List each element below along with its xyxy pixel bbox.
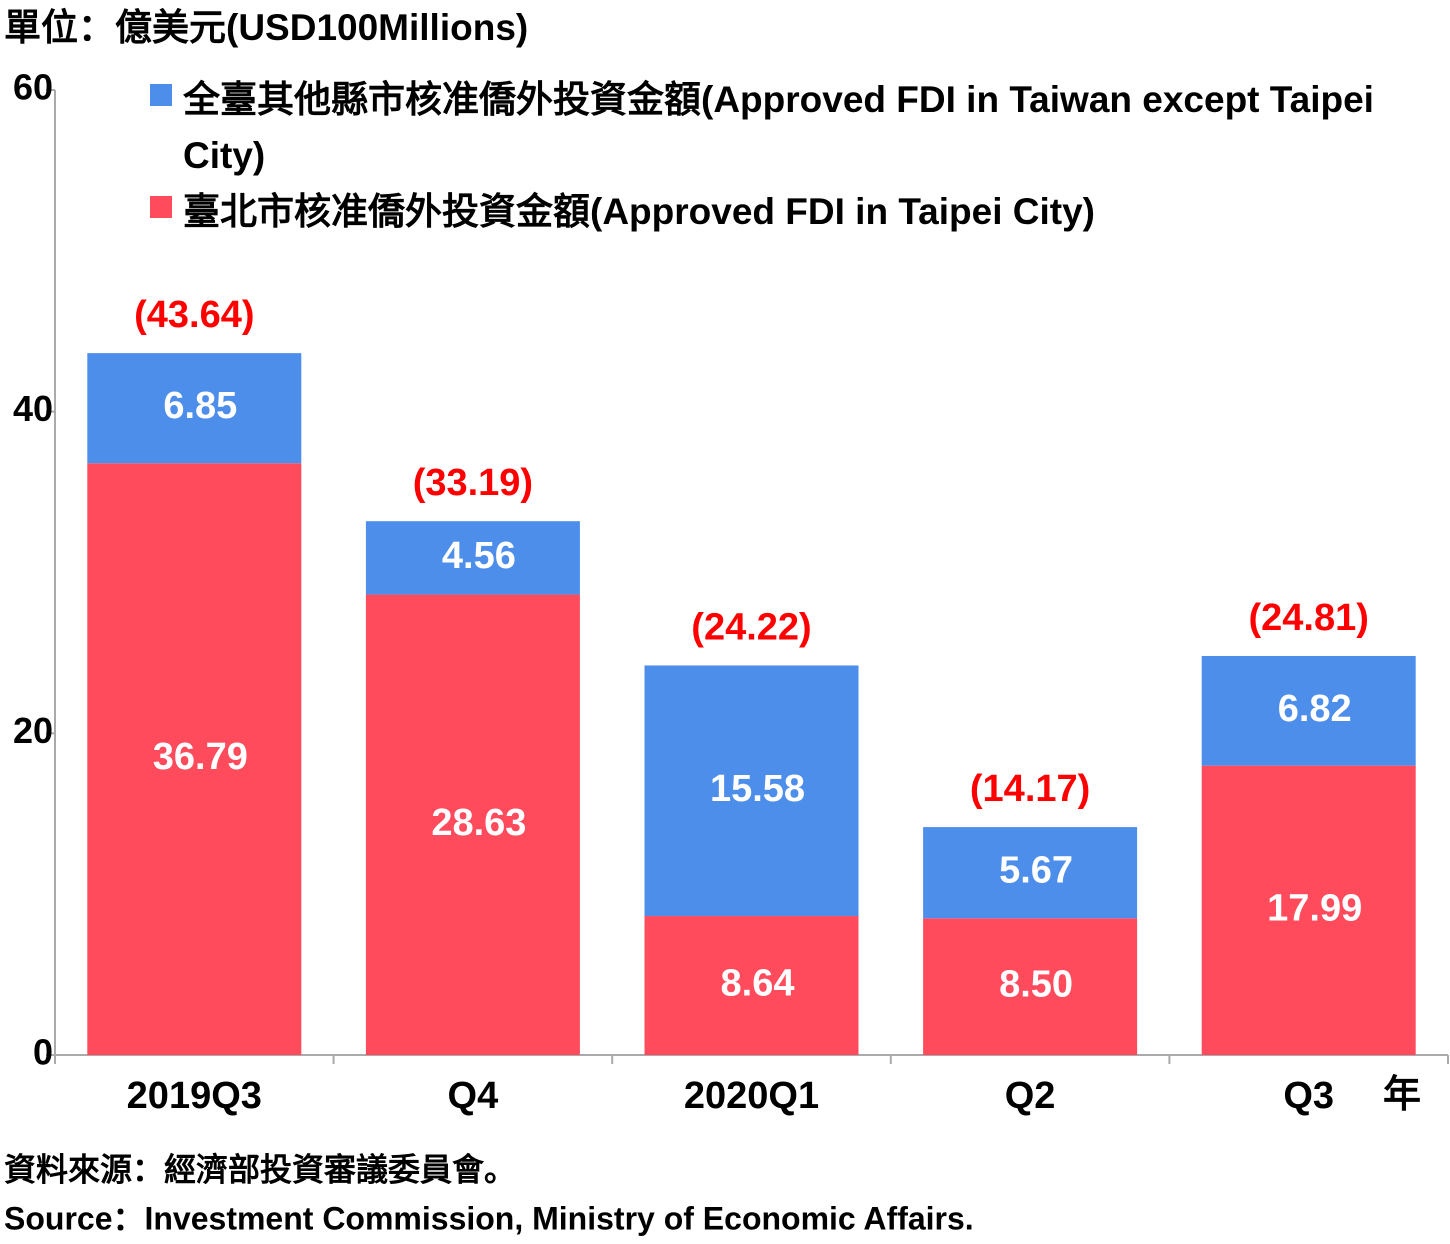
x-tick-label: Q4 bbox=[448, 1075, 499, 1117]
x-tick-label: Q3 bbox=[1283, 1075, 1334, 1117]
bar-segment bbox=[644, 665, 859, 917]
source-line: Source：Investment Commission, Ministry o… bbox=[4, 1200, 974, 1236]
total-label: (24.22) bbox=[691, 606, 811, 648]
bar-segment bbox=[365, 521, 580, 595]
legend-item: 全臺其他縣市核准僑外投資金額(Approved FDI in Taiwan ex… bbox=[150, 72, 1410, 184]
value-label: 8.64 bbox=[721, 963, 795, 1005]
x-tick-label: 2019Q3 bbox=[127, 1075, 262, 1117]
legend-label: 臺北市核准僑外投資金額(Approved FDI in Taipei City) bbox=[183, 191, 1095, 232]
y-tick-label: 0 bbox=[33, 1032, 53, 1073]
value-label: 4.56 bbox=[442, 535, 516, 577]
value-label: 6.85 bbox=[163, 385, 237, 427]
x-unit-label: 年 bbox=[1383, 1074, 1421, 1116]
unit-label: 單位：億美元(USD100Millions) bbox=[4, 7, 528, 48]
bar-segment bbox=[87, 353, 302, 464]
bar-segment bbox=[644, 916, 859, 1055]
value-label: 17.99 bbox=[1267, 887, 1362, 929]
x-tick-label: Q2 bbox=[1005, 1075, 1056, 1117]
bar-segment bbox=[923, 918, 1138, 1055]
bar-segment bbox=[923, 827, 1138, 919]
y-tick-label: 20 bbox=[13, 710, 53, 751]
value-label: 5.67 bbox=[999, 850, 1073, 892]
legend-swatch bbox=[150, 84, 172, 106]
bar-segment bbox=[1201, 765, 1416, 1055]
total-label: (43.64) bbox=[134, 294, 254, 336]
legend: 全臺其他縣市核准僑外投資金額(Approved FDI in Taiwan ex… bbox=[150, 72, 1410, 240]
bar-segment bbox=[87, 463, 302, 1055]
value-label: 8.50 bbox=[999, 964, 1073, 1006]
bar-segment bbox=[1201, 655, 1416, 766]
legend-item: 臺北市核准僑外投資金額(Approved FDI in Taipei City) bbox=[150, 184, 1410, 240]
y-tick-label: 40 bbox=[13, 388, 53, 429]
total-label: (33.19) bbox=[413, 462, 533, 504]
value-label: 28.63 bbox=[431, 802, 526, 844]
y-tick-label: 60 bbox=[13, 67, 53, 108]
bar-segment bbox=[365, 594, 580, 1055]
x-tick-label: 2020Q1 bbox=[684, 1075, 819, 1117]
source-line: 資料來源：經濟部投資審議委員會。 bbox=[4, 1151, 516, 1187]
value-label: 36.79 bbox=[153, 736, 248, 778]
legend-swatch bbox=[150, 196, 172, 218]
legend-label: 全臺其他縣市核准僑外投資金額(Approved FDI in Taiwan ex… bbox=[183, 79, 1374, 176]
total-label: (24.81) bbox=[1248, 597, 1368, 639]
value-label: 6.82 bbox=[1278, 688, 1352, 730]
total-label: (14.17) bbox=[970, 768, 1090, 810]
value-label: 15.58 bbox=[710, 768, 805, 810]
